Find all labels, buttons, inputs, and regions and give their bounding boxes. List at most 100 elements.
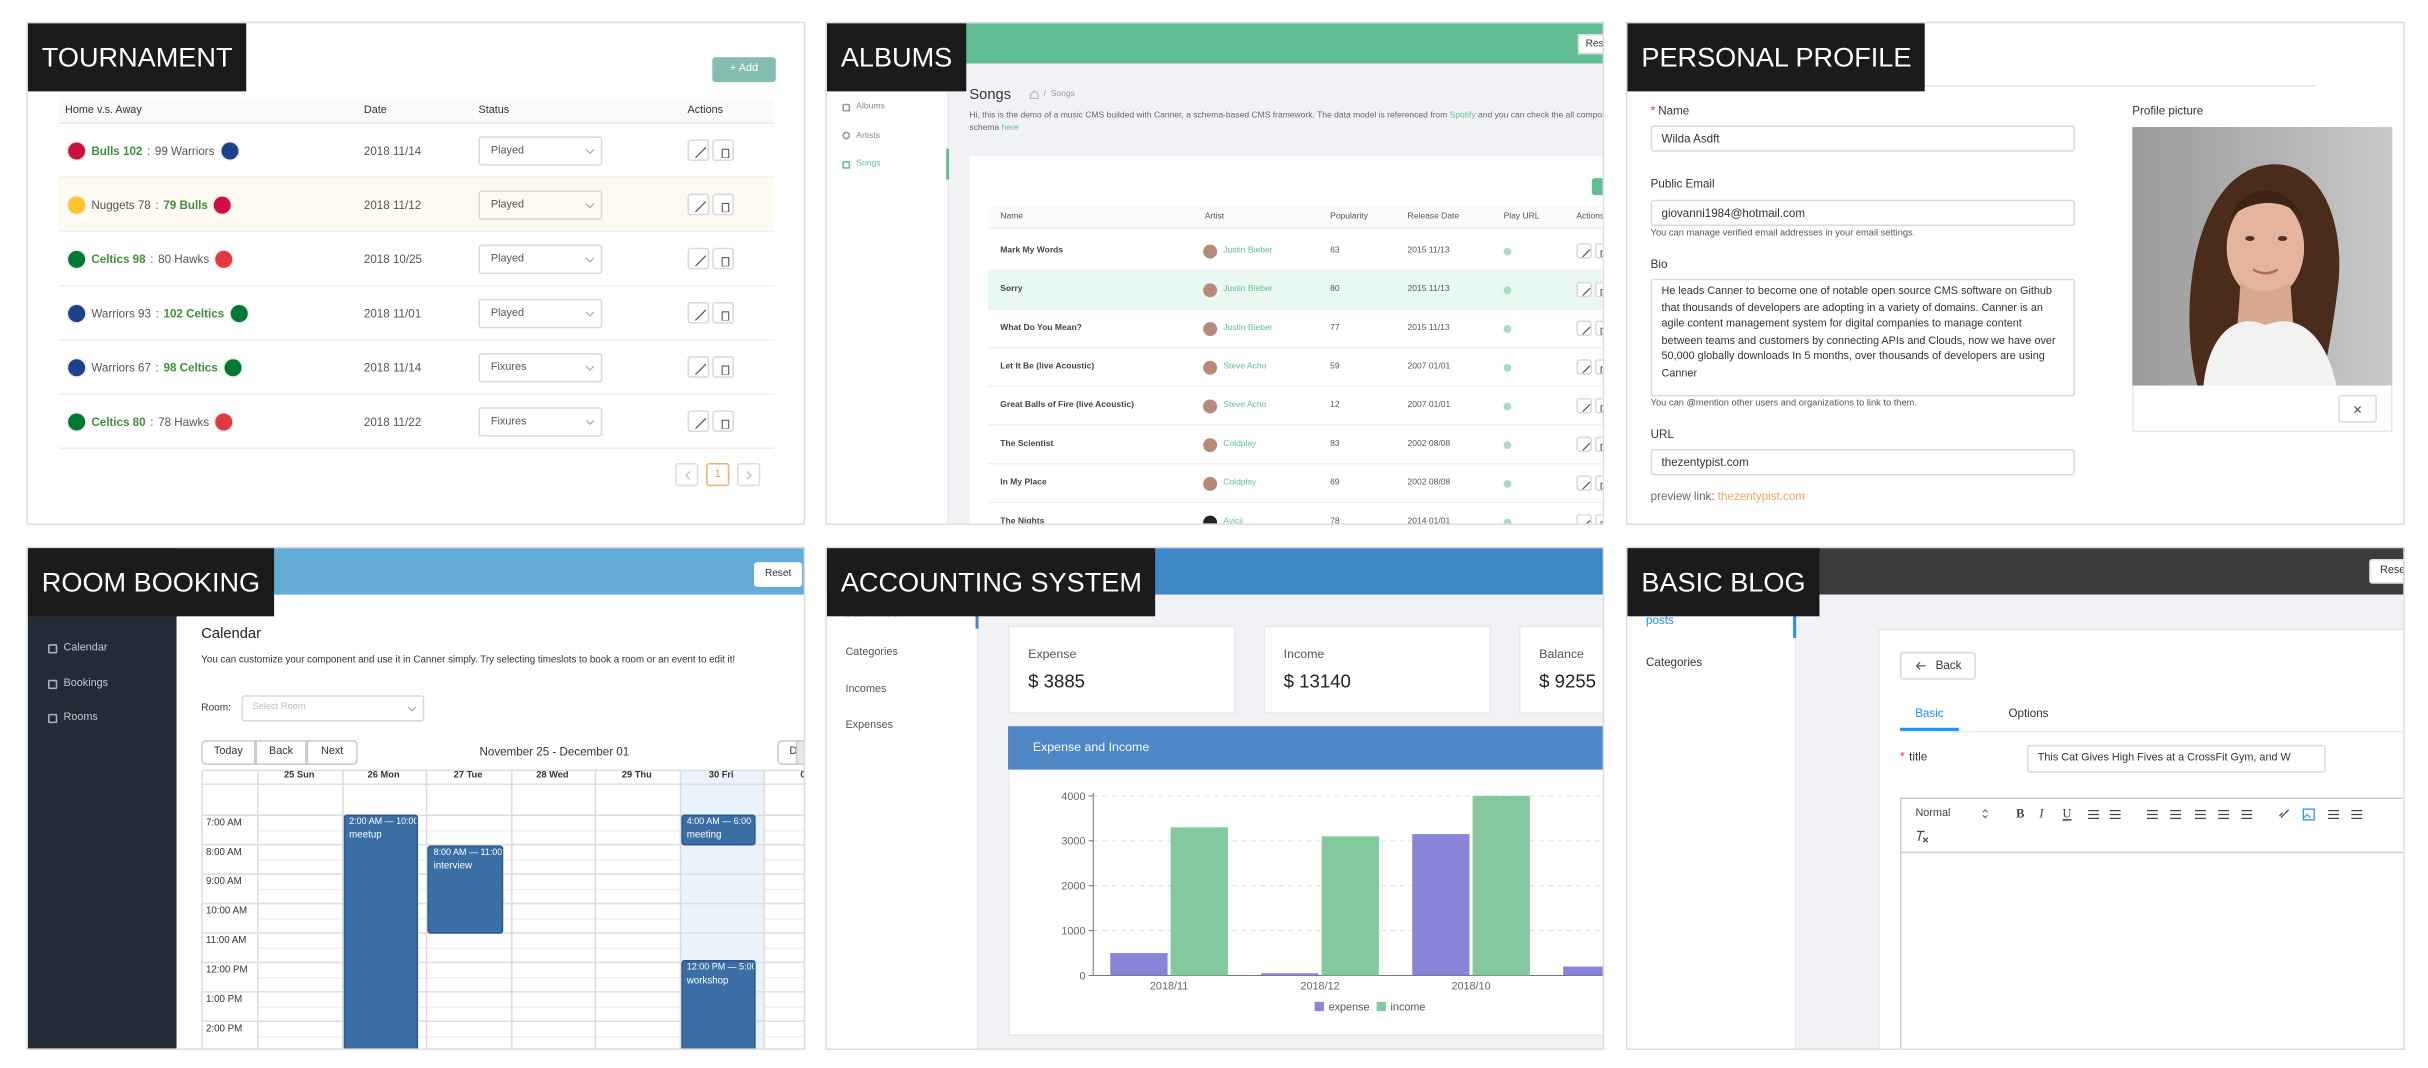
pagination-button[interactable] xyxy=(675,462,699,487)
text-input[interactable]: Wilda Asdft xyxy=(1650,125,2075,152)
team-logo xyxy=(66,303,87,324)
status-select[interactable]: Played xyxy=(478,298,603,329)
room-select[interactable]: Select Room xyxy=(241,695,425,722)
action-button[interactable] xyxy=(712,193,735,216)
nav-item[interactable]: Bookings xyxy=(63,677,109,689)
date: 2018 11/22 xyxy=(363,414,422,429)
action-button[interactable] xyxy=(1576,320,1592,337)
action-button[interactable] xyxy=(1576,397,1592,414)
status-select[interactable]: Fixures xyxy=(478,407,603,437)
action-button[interactable] xyxy=(712,356,735,378)
panel-label: ALBUMS xyxy=(826,23,967,92)
action-button[interactable] xyxy=(1594,281,1603,298)
status-select[interactable]: Played xyxy=(478,244,603,275)
status-select[interactable]: Fixures xyxy=(478,353,603,383)
action-button[interactable] xyxy=(687,410,710,433)
action-button[interactable] xyxy=(712,301,735,324)
view-button[interactable] xyxy=(795,740,804,765)
home-team: Celtics 98 xyxy=(91,252,146,267)
format-button[interactable]: I xyxy=(2039,806,2044,821)
delete-icon xyxy=(1600,288,1603,295)
action-button[interactable] xyxy=(1594,436,1603,453)
reset-button[interactable]: Reset xyxy=(1577,34,1603,55)
status-select[interactable]: Played xyxy=(478,190,603,220)
play-icon[interactable] xyxy=(1503,363,1512,372)
toolbar-button[interactable]: Next xyxy=(306,740,358,765)
label-text: Public Email xyxy=(1650,176,1715,191)
nav-item[interactable]: Incomes xyxy=(845,684,887,696)
play-icon[interactable] xyxy=(1503,480,1512,488)
back-button[interactable]: Back xyxy=(1899,651,1976,680)
play-icon[interactable] xyxy=(1503,402,1512,411)
play-icon[interactable] xyxy=(1503,441,1512,450)
action-button[interactable] xyxy=(1594,359,1603,375)
action-button[interactable] xyxy=(1594,475,1603,491)
action-button[interactable] xyxy=(1576,243,1592,259)
action-button[interactable] xyxy=(1576,436,1592,453)
action-button[interactable] xyxy=(1594,243,1603,259)
home-team: Celtics 80 xyxy=(91,414,146,429)
action-button[interactable] xyxy=(1594,320,1603,337)
toolbar-button[interactable]: Back xyxy=(255,740,307,765)
label-text: title xyxy=(1909,749,1928,764)
action-button[interactable] xyxy=(1576,514,1592,524)
icon-shape xyxy=(2302,808,2315,821)
action-button[interactable] xyxy=(1576,475,1592,491)
play-icon[interactable] xyxy=(1503,518,1512,524)
event[interactable]: 12:00 PM — 5:00 workshop xyxy=(680,960,756,1049)
action-button[interactable] xyxy=(1594,514,1603,524)
pagination-button[interactable]: 1 xyxy=(706,462,730,487)
nav-item[interactable]: Categories xyxy=(1646,655,1703,669)
event[interactable]: 4:00 AM — 6:00 meeting xyxy=(680,814,756,846)
bar xyxy=(1412,834,1470,976)
icon-shape xyxy=(721,256,729,266)
add-button[interactable]: + Add xyxy=(712,57,776,83)
text-input[interactable]: thezentypist.com xyxy=(1650,449,2075,476)
nav-item[interactable]: posts xyxy=(1646,613,1674,628)
event[interactable]: 2:00 AM — 10:00 meetup xyxy=(342,814,419,1049)
delete-icon xyxy=(721,256,729,266)
action-button[interactable] xyxy=(687,356,710,378)
status-select[interactable]: Played xyxy=(478,136,603,166)
pagination-button[interactable] xyxy=(737,462,761,487)
event[interactable]: 8:00 AM — 11:00 interview xyxy=(427,845,503,934)
action-button[interactable] xyxy=(687,139,710,162)
action-button[interactable] xyxy=(1576,281,1592,298)
reset-button[interactable]: Reset xyxy=(754,562,803,587)
action-button[interactable] xyxy=(712,410,735,433)
reset-button[interactable]: Reset xyxy=(2369,558,2404,584)
action-button[interactable] xyxy=(1594,397,1603,414)
text-input[interactable]: giovanni1984@hotmail.com xyxy=(1650,199,2075,227)
toolbar-button[interactable]: Today xyxy=(201,740,256,765)
grid-line xyxy=(257,976,804,978)
format-select[interactable]: Normal xyxy=(1915,808,1951,820)
y-tick-label: 0 xyxy=(1079,970,1085,982)
format-button[interactable]: B xyxy=(2016,806,2025,821)
action-button[interactable] xyxy=(687,301,710,324)
action-button[interactable] xyxy=(687,247,710,270)
remove-button[interactable] xyxy=(2338,394,2377,423)
action-button[interactable] xyxy=(1576,359,1592,375)
nav-item[interactable]: Songs xyxy=(856,159,881,169)
action-button[interactable] xyxy=(712,139,735,162)
nav-item[interactable]: Albums xyxy=(856,102,885,112)
play-icon[interactable] xyxy=(1503,247,1512,256)
textarea[interactable]: He leads Canner to become one of notable… xyxy=(1650,278,2075,397)
nav-item[interactable]: Rooms xyxy=(63,712,98,724)
nav-item[interactable]: Calendar xyxy=(63,642,108,654)
add-button[interactable] xyxy=(1591,178,1603,196)
nav-item[interactable]: Categories xyxy=(845,647,898,659)
play-icon[interactable] xyxy=(1503,286,1512,295)
stat-label: Balance xyxy=(1539,647,1584,662)
tab[interactable]: Options xyxy=(2008,706,2049,721)
action-button[interactable] xyxy=(687,193,710,216)
nav-item[interactable]: Expenses xyxy=(845,720,894,731)
tab[interactable]: Basic xyxy=(1915,706,1944,721)
nav-item[interactable]: Artists xyxy=(856,130,880,141)
text-input[interactable]: This Cat Gives High Fives at a CrossFit … xyxy=(2026,744,2326,773)
icon-shape xyxy=(2146,810,2158,819)
format-button[interactable]: U xyxy=(2062,806,2072,821)
action-button[interactable] xyxy=(712,247,735,270)
artist: Justin Bieber xyxy=(1223,246,1273,256)
play-icon[interactable] xyxy=(1503,325,1512,333)
